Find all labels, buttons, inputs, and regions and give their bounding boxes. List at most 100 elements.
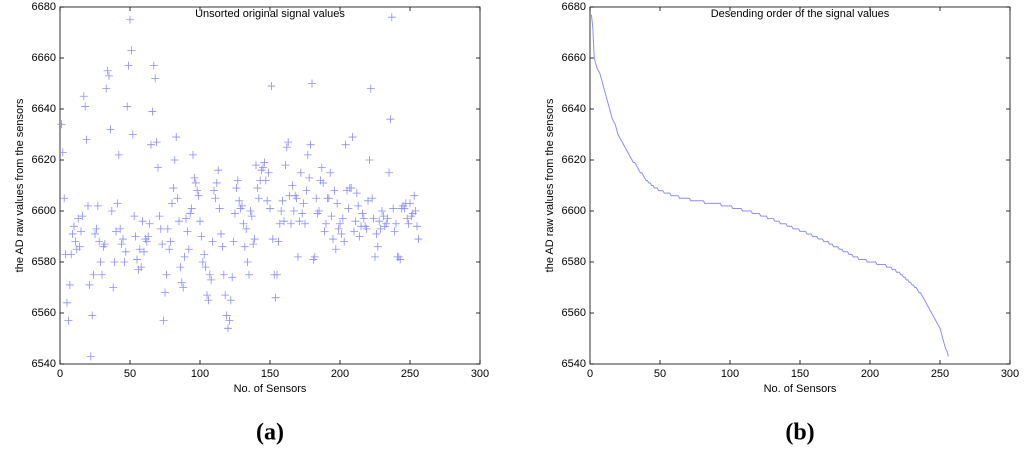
marker (60, 194, 69, 203)
marker (161, 288, 169, 297)
marker (378, 207, 386, 215)
x-tick-label: 150 (261, 368, 279, 380)
marker (347, 184, 356, 193)
marker (93, 201, 102, 210)
marker (191, 178, 200, 187)
marker (119, 235, 127, 244)
marker (235, 196, 244, 205)
marker (263, 196, 272, 205)
marker (182, 214, 190, 223)
marker (117, 240, 126, 249)
marker (218, 242, 227, 251)
marker (221, 291, 230, 300)
marker (225, 316, 234, 325)
marker (152, 138, 161, 147)
marker (112, 227, 120, 236)
marker (170, 156, 179, 164)
marker (116, 224, 125, 233)
marker (396, 255, 405, 264)
marker (358, 209, 367, 218)
marker (78, 212, 87, 221)
marker (100, 240, 109, 249)
marker (315, 207, 323, 215)
marker (103, 66, 112, 75)
marker (68, 229, 77, 238)
marker (91, 229, 99, 238)
marker (126, 15, 134, 24)
marker (295, 217, 304, 226)
caption: (a) (256, 420, 284, 446)
marker (228, 273, 237, 282)
marker (232, 184, 241, 193)
x-tick-label: 150 (791, 368, 809, 380)
marker (226, 296, 235, 305)
marker (165, 245, 174, 254)
marker (214, 166, 223, 175)
marker (392, 219, 400, 228)
marker (145, 219, 154, 228)
marker (261, 176, 270, 185)
marker (372, 229, 381, 238)
marker (222, 311, 231, 320)
marker (362, 224, 371, 233)
marker (82, 135, 91, 144)
marker (275, 219, 284, 228)
marker (177, 278, 186, 287)
marker (158, 240, 167, 249)
marker (379, 212, 388, 221)
marker (208, 237, 217, 246)
y-axis-label: the AD raw values from the sensors (14, 98, 26, 272)
y-tick-label: 6640 (32, 103, 56, 115)
marker (196, 217, 204, 226)
marker (57, 120, 66, 129)
marker (219, 270, 228, 279)
marker (194, 191, 203, 200)
y-tick-label: 6600 (32, 205, 56, 217)
marker (148, 107, 157, 116)
chart-title: Desending order of the signal values (711, 8, 890, 20)
marker (242, 224, 251, 233)
marker (387, 13, 396, 22)
y-tick-label: 6540 (562, 358, 586, 370)
marker (151, 74, 160, 83)
marker (364, 196, 372, 205)
marker (371, 252, 379, 261)
marker (352, 189, 361, 198)
marker (264, 168, 273, 177)
y-tick-label: 6660 (32, 52, 56, 64)
y-tick-label: 6580 (32, 256, 56, 268)
marker (70, 222, 78, 231)
marker (224, 324, 232, 333)
marker (138, 217, 147, 226)
marker (249, 240, 258, 249)
marker (130, 212, 139, 221)
y-tick-label: 6560 (32, 307, 56, 319)
x-tick-label: 200 (861, 368, 879, 380)
marker (301, 219, 309, 228)
marker (63, 298, 71, 307)
marker (215, 204, 224, 213)
marker (173, 194, 182, 203)
y-tick-label: 6620 (562, 154, 586, 166)
marker (268, 235, 277, 244)
marker (350, 227, 358, 236)
marker (180, 252, 189, 261)
marker (390, 227, 399, 236)
x-tick-label: 200 (331, 368, 349, 380)
marker (411, 207, 420, 215)
marker (246, 207, 255, 215)
marker (320, 227, 329, 236)
marker (375, 217, 384, 226)
marker (278, 196, 287, 205)
marker (210, 186, 218, 195)
marker (310, 252, 319, 261)
y-tick-label: 6680 (32, 1, 56, 13)
marker (142, 237, 151, 246)
marker (324, 194, 333, 203)
marker (331, 245, 340, 254)
marker (204, 296, 213, 305)
marker (92, 224, 101, 233)
x-tick-label: 100 (721, 368, 739, 380)
marker (154, 163, 162, 172)
y-tick-label: 6540 (32, 358, 56, 370)
